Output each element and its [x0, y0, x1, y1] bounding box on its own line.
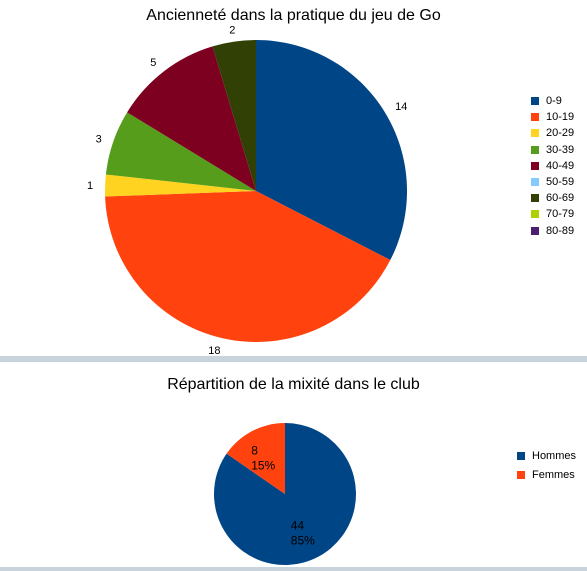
- divider: [0, 356, 587, 362]
- legend-swatch: [517, 470, 525, 479]
- legend-item-70-79: 70-79: [531, 206, 574, 222]
- legend-item-60-69: 60-69: [531, 190, 574, 206]
- pie-slice-20-29: [105, 174, 256, 197]
- legend-swatch: [531, 145, 539, 154]
- pie-slice-60-69: [212, 40, 256, 191]
- data-label: 44: [291, 519, 305, 533]
- divider: [0, 567, 587, 571]
- legend-label: 0-9: [546, 95, 562, 108]
- legend-label: Hommes: [532, 449, 577, 462]
- legend-item-hommes: Hommes: [517, 446, 576, 465]
- legend-label: 30-39: [546, 143, 575, 156]
- data-label: 3: [96, 133, 102, 145]
- legend-item-80-89: 80-89: [531, 223, 574, 239]
- data-label: 1: [87, 180, 93, 192]
- legend-label: 20-29: [546, 127, 575, 140]
- legend-item-40-49: 40-49: [531, 158, 574, 174]
- percent-label: 85%: [291, 534, 315, 548]
- pie-slice-10-19: [105, 191, 391, 342]
- chart-seniority: Ancienneté dans la pratique du jeu de Go…: [86, 7, 575, 356]
- legend-item-femmes: Femmes: [517, 465, 576, 484]
- legend-swatch: [531, 97, 539, 106]
- legend-swatch: [531, 226, 539, 235]
- legend-swatch: [517, 451, 525, 460]
- legend-swatch: [531, 129, 539, 138]
- pie-slice-0-9: [256, 40, 407, 261]
- legend-label: 50-59: [546, 176, 575, 189]
- legend-swatch: [531, 210, 539, 219]
- pie-slice-30-39: [105, 112, 256, 191]
- percent-label: 15%: [251, 458, 275, 472]
- legend-item-20-29: 20-29: [531, 125, 574, 141]
- legend-swatch: [531, 178, 539, 187]
- legend-label: 70-79: [546, 208, 575, 221]
- data-label: 18: [208, 345, 220, 356]
- legend-swatch: [531, 113, 539, 122]
- data-label: 8: [251, 443, 258, 457]
- legend-label: 60-69: [546, 192, 575, 205]
- data-label: 5: [150, 57, 156, 69]
- legend-label: 10-19: [546, 111, 575, 124]
- legend-item-0-9: 0-9: [531, 93, 574, 109]
- legend: Hommes Femmes: [517, 446, 576, 484]
- data-label: 14: [395, 101, 407, 113]
- chart-gender-mix: Répartition de la mixité dans le club 44…: [0, 362, 587, 571]
- legend-swatch: [531, 194, 539, 203]
- legend-label: 80-89: [546, 224, 575, 237]
- data-label: 2: [229, 25, 235, 37]
- legend-label: 40-49: [546, 159, 575, 172]
- chart-title: Répartition de la mixité dans le club: [167, 376, 420, 393]
- legend-item-30-39: 30-39: [531, 142, 574, 158]
- legend-item-50-59: 50-59: [531, 174, 574, 190]
- legend-item-10-19: 10-19: [531, 109, 574, 125]
- legend-swatch: [531, 161, 539, 170]
- legend: 0-9 10-19 20-29 30-39 40-49 50-59 60-69 70-79 80…: [531, 93, 574, 239]
- pie-chart: 14 18 1 3 5 2: [87, 25, 407, 356]
- legend-label: Femmes: [532, 468, 575, 481]
- chart-title: Ancienneté dans la pratique du jeu de Go: [146, 7, 441, 24]
- pie-slice-femmes: [226, 423, 285, 494]
- pie-slice-40-49: [127, 46, 256, 191]
